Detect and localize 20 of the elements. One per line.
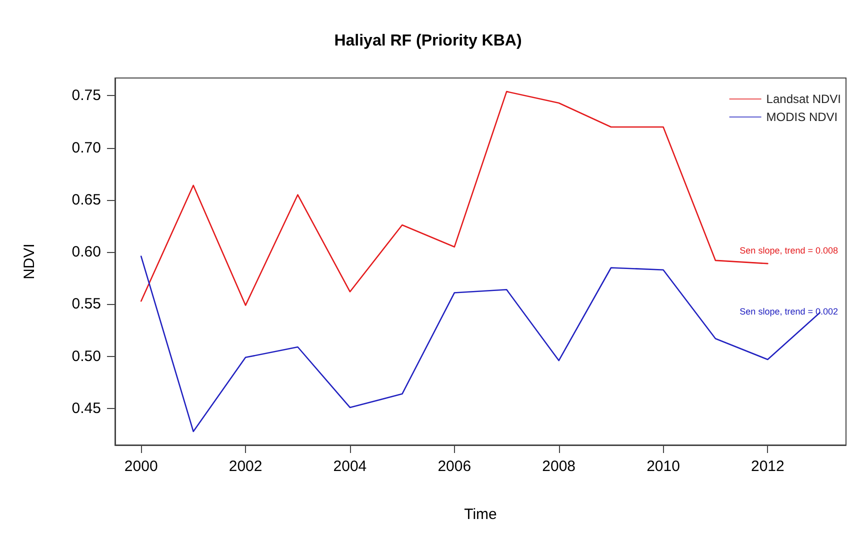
- y-tick-label: 0.50: [72, 348, 101, 365]
- y-tick-label: 0.75: [72, 87, 101, 104]
- chart-title: Haliyal RF (Priority KBA): [334, 32, 522, 50]
- x-axis-title: Time: [464, 506, 497, 523]
- y-axis-title: NDVI: [21, 244, 38, 280]
- y-tick-label: 0.65: [72, 191, 101, 208]
- x-tick-label: 2006: [438, 458, 472, 475]
- legend-label: Landsat NDVI: [766, 92, 842, 106]
- y-tick-label: 0.55: [72, 296, 101, 313]
- x-tick-label: 2008: [542, 458, 576, 475]
- annotation: Sen slope, trend = 0.008: [740, 246, 838, 256]
- y-tick-label: 0.60: [72, 244, 101, 261]
- x-tick-label: 2010: [646, 458, 680, 475]
- x-tick-label: 2000: [124, 458, 158, 475]
- legend-label: MODIS NDVI: [766, 110, 838, 124]
- x-tick-label: 2012: [750, 458, 784, 475]
- y-tick-label: 0.45: [72, 400, 101, 418]
- x-tick-label: 2002: [228, 458, 262, 475]
- x-tick-label: 2004: [333, 458, 367, 475]
- y-tick-label: 0.70: [72, 139, 101, 156]
